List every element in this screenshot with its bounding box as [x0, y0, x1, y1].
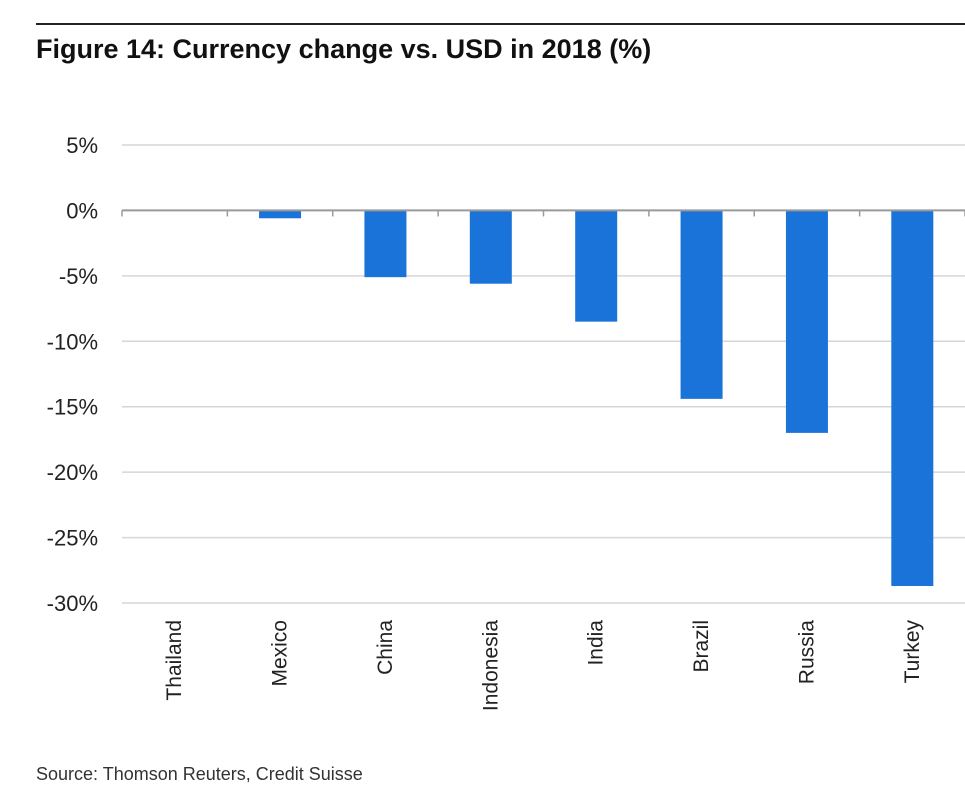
bar-chart: 5% 0% -5% -10% -15% -20% -25% -30% Thailand Mexi…: [47, 133, 965, 712]
x-tick-label: India: [585, 620, 608, 666]
y-tick-label: -15%: [47, 395, 98, 420]
top-rule: [36, 23, 965, 25]
x-tick-label: Russia: [795, 620, 818, 685]
y-tick-label: -10%: [47, 329, 98, 354]
bar-mexico: [259, 210, 302, 219]
bar-indonesia: [469, 210, 512, 284]
bar-china: [364, 210, 407, 278]
x-tick-labels: Thailand Mexico China Indonesia India Brazil R…: [163, 620, 924, 712]
x-tick-label: Indonesia: [479, 620, 502, 711]
y-tick-label: -30%: [47, 591, 98, 616]
x-tick-label: Brazil: [690, 620, 713, 673]
x-tick-label: Turkey: [901, 620, 924, 684]
bar-india: [575, 210, 618, 322]
y-tick-labels: 5% 0% -5% -10% -15% -20% -25% -30%: [47, 133, 98, 616]
bar-turkey: [891, 210, 934, 586]
y-tick-label: 5%: [66, 133, 98, 158]
y-tick-label: -20%: [47, 460, 98, 485]
bar-layer: [259, 210, 934, 586]
y-tick-label: 0%: [66, 198, 98, 223]
bar-brazil: [680, 210, 723, 399]
bar-russia: [785, 210, 828, 433]
source-note: Source: Thomson Reuters, Credit Suisse: [36, 764, 363, 784]
x-tick-label: Mexico: [269, 620, 292, 687]
axis-layer: [121, 209, 965, 217]
x-tick-label: China: [374, 620, 397, 675]
y-tick-label: -5%: [59, 264, 98, 289]
y-tick-label: -25%: [47, 526, 98, 551]
chart-title: Figure 14: Currency change vs. USD in 20…: [36, 34, 652, 64]
x-tick-label: Thailand: [163, 620, 186, 701]
